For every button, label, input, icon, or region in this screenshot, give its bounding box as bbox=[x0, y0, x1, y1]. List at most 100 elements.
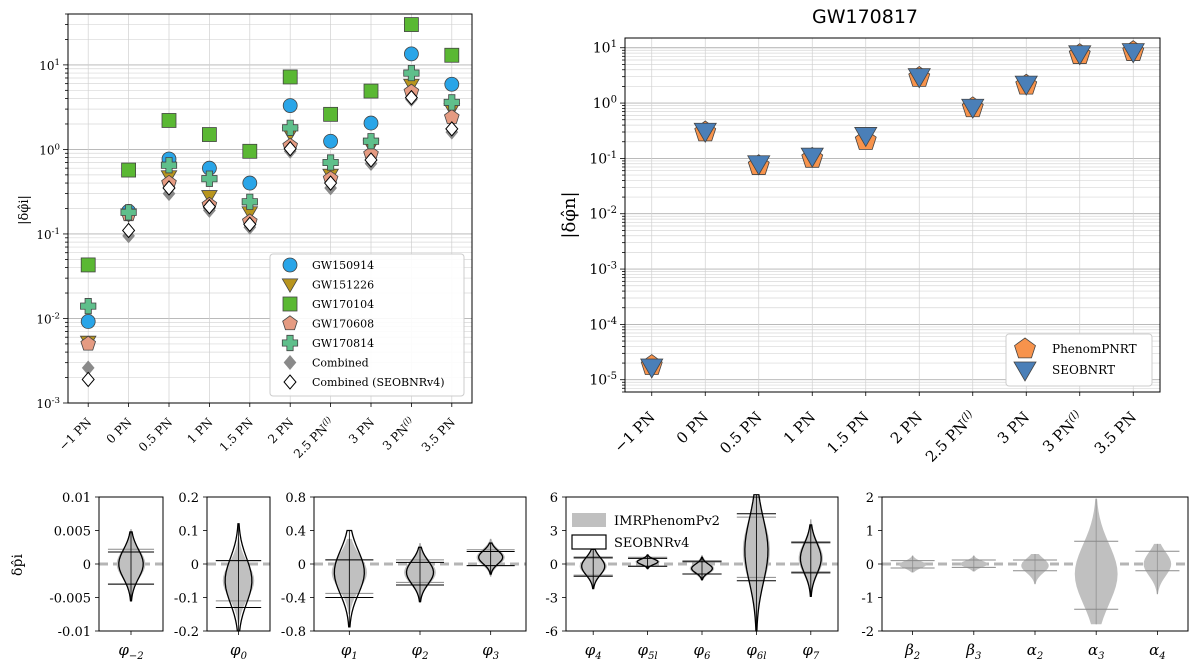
y-tick-label: -0.4 bbox=[281, 592, 306, 607]
violin-2 bbox=[1012, 553, 1058, 585]
point-combined-seobnrv4 bbox=[81, 371, 95, 388]
panel-frame bbox=[98, 496, 164, 632]
x-tick-label-2-5-pn-l: 2.5 PN(l) bbox=[922, 408, 980, 466]
point-gw170814 bbox=[241, 193, 258, 210]
violin-outline-seobnrv4 bbox=[118, 531, 144, 602]
legend: PhenomPNRT SEOBNRT bbox=[1005, 333, 1153, 387]
x-tick-label-1-pn: −1 PN bbox=[56, 415, 94, 453]
point-gw150914 bbox=[363, 115, 379, 131]
y-tick-label: -6 bbox=[545, 625, 558, 640]
y-tick-label: 1 bbox=[866, 525, 874, 540]
legend-marker-seobnrt bbox=[1013, 361, 1037, 382]
x-tick-label-1-pn: 1 PN bbox=[184, 415, 215, 446]
chart-title-gw170817: GW170817 bbox=[812, 6, 918, 28]
x-tick-label-3: α3 bbox=[1088, 641, 1105, 662]
y-tick-label: 0.1 bbox=[178, 525, 199, 540]
y-tick-label: 0.8 bbox=[285, 491, 306, 506]
legend-label-gw150914: GW150914 bbox=[312, 259, 374, 272]
y-tick-label: 0.01 bbox=[62, 491, 91, 506]
point-gw170814 bbox=[160, 157, 178, 174]
y-tick-label: 10-4 bbox=[589, 316, 617, 334]
y-tick-label: 101 bbox=[593, 39, 617, 57]
legend-label-seobnrt: SEOBNRT bbox=[1052, 363, 1115, 377]
point-combined-seobnrv4 bbox=[445, 121, 459, 137]
point-gw170104 bbox=[323, 106, 339, 122]
y-tick-label: 0 bbox=[298, 558, 306, 573]
legend-label-combined: Combined bbox=[312, 357, 369, 370]
violin-panel-3: 0.8 0.4 0 -0.4 -0.8 φ1 φ2 φ3 bbox=[281, 491, 527, 662]
x-tick-label-3: β3 bbox=[965, 641, 981, 662]
y-tick-label: -0.8 bbox=[281, 625, 306, 640]
series-gw170814 bbox=[80, 64, 460, 315]
point-seobnrt bbox=[907, 68, 931, 89]
point-combined-seobnrv4 bbox=[283, 140, 297, 157]
x-tick-label-4: φ4 bbox=[585, 641, 602, 662]
legend-marker-gw170104 bbox=[282, 296, 298, 312]
series-combined-seobnrv4 bbox=[81, 89, 459, 388]
violin-panel-1: 0.01 0.005 0 -0.005 -0.01 φ−2 bbox=[49, 491, 164, 662]
panel-frame bbox=[206, 496, 271, 632]
point-gw170814 bbox=[80, 298, 97, 315]
y-tick-label: 6 bbox=[550, 491, 558, 506]
legend-marker-gw170608 bbox=[282, 315, 298, 331]
y-tick-label: -0.2 bbox=[174, 625, 199, 640]
y-tick-label: 100 bbox=[39, 143, 60, 158]
x-tick-label-1-pn: −1 PN bbox=[610, 408, 658, 456]
y-tick-label: 10-3 bbox=[36, 396, 60, 411]
x-tick-label-3-5-pn: 3.5 PN bbox=[419, 415, 458, 454]
violin-3 bbox=[1074, 498, 1119, 625]
point-combined-seobnrv4 bbox=[162, 180, 176, 196]
legend-label-imrphenompv2: IMRPhenomPv2 bbox=[614, 514, 720, 529]
point-seobnrt bbox=[1068, 45, 1092, 66]
y-axis-label: δp̂i bbox=[10, 554, 26, 576]
violin-outline-seobnrv4 bbox=[690, 556, 714, 581]
point-gw150914 bbox=[242, 175, 258, 191]
violin-outline-seobnrv4 bbox=[799, 524, 822, 598]
violin-2 bbox=[396, 543, 444, 603]
series-gw170104 bbox=[80, 17, 460, 273]
violin-panel-2: 0.2 0.1 0 -0.1 -0.2 φ0 bbox=[174, 491, 271, 662]
grid bbox=[625, 38, 1160, 393]
y-tick-label: 0.4 bbox=[285, 525, 306, 540]
x-tick-label-1-pn: 1 PN bbox=[780, 408, 819, 447]
point-gw170104 bbox=[161, 113, 177, 128]
violin-outline-seobnrv4 bbox=[744, 494, 769, 632]
y-tick-label: 101 bbox=[39, 58, 60, 73]
x-tick-label-0-5-pn: 0.5 PN bbox=[716, 408, 765, 457]
y-tick-label: 10-3 bbox=[589, 260, 617, 278]
legend-swatch-seobnrv4 bbox=[571, 534, 607, 550]
legend-label-gw151226: GW151226 bbox=[312, 279, 374, 292]
y-tick-label: 0 bbox=[83, 558, 91, 573]
point-gw170814 bbox=[362, 133, 380, 150]
y-tick-label: 10-2 bbox=[36, 312, 60, 327]
point-combined-seobnrv4 bbox=[404, 89, 419, 106]
point-gw170104 bbox=[444, 47, 460, 63]
x-tick-label-2: β2 bbox=[904, 641, 920, 662]
point-gw170814 bbox=[403, 64, 420, 82]
x-tick-label-2: φ2 bbox=[412, 641, 429, 662]
x-tick-label-4: α4 bbox=[1149, 641, 1166, 662]
point-seobnrt bbox=[800, 147, 824, 168]
point-gw170104 bbox=[80, 257, 96, 273]
point-combined-seobnrv4 bbox=[121, 222, 136, 239]
y-tick-label: -3 bbox=[545, 592, 558, 607]
point-gw170104 bbox=[201, 127, 217, 142]
point-seobnrt bbox=[1121, 43, 1145, 64]
x-tick-label-2: φ−2 bbox=[118, 641, 143, 662]
legend-marker-combined bbox=[283, 355, 297, 370]
panel-frame bbox=[565, 496, 839, 632]
panel-frame bbox=[881, 496, 1189, 632]
left-scatter-panel: 10-3 10-2 10-1 100 101 −1 PN 0 PN 0.5 PN 1 PN 1.5… bbox=[17, 13, 473, 461]
x-tick-label-0-pn: 0 PN bbox=[104, 415, 135, 446]
y-tick-label: -0.01 bbox=[58, 625, 91, 640]
violin-outline-seobnrv4 bbox=[636, 554, 659, 570]
legend-label-combined-seobnrv4: Combined (SEOBNRv4) bbox=[312, 376, 445, 389]
x-tick-label-3-pn-l: 3 PN(l) bbox=[379, 414, 418, 453]
point-seobnrt bbox=[640, 358, 664, 379]
legend-label-gw170814: GW170814 bbox=[312, 337, 374, 350]
y-tick-label: 2 bbox=[866, 491, 874, 506]
plot-frame bbox=[624, 37, 1161, 393]
legend-marker-combined-seobnrv4 bbox=[283, 374, 297, 390]
violin-3 bbox=[466, 538, 515, 577]
point-gw150914 bbox=[323, 133, 339, 149]
